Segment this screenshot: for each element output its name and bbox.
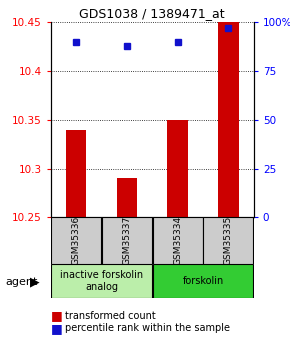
- FancyBboxPatch shape: [51, 217, 101, 264]
- Text: forskolin: forskolin: [182, 276, 224, 286]
- Text: agent: agent: [6, 277, 38, 287]
- FancyBboxPatch shape: [203, 217, 253, 264]
- Text: transformed count: transformed count: [65, 311, 156, 321]
- Bar: [218, 22, 238, 217]
- Text: GSM35336: GSM35336: [72, 216, 81, 265]
- Title: GDS1038 / 1389471_at: GDS1038 / 1389471_at: [79, 7, 225, 20]
- Text: GSM35334: GSM35334: [173, 216, 182, 265]
- Text: ▶: ▶: [30, 275, 40, 288]
- Text: percentile rank within the sample: percentile rank within the sample: [65, 324, 230, 333]
- FancyBboxPatch shape: [153, 217, 203, 264]
- FancyBboxPatch shape: [51, 264, 152, 298]
- Text: GSM35337: GSM35337: [122, 216, 131, 265]
- Text: inactive forskolin
analog: inactive forskolin analog: [60, 270, 143, 292]
- Text: ■: ■: [51, 322, 63, 335]
- Text: GSM35335: GSM35335: [224, 216, 233, 265]
- FancyBboxPatch shape: [102, 217, 152, 264]
- FancyBboxPatch shape: [153, 264, 253, 298]
- Bar: [117, 178, 137, 217]
- Bar: [66, 130, 86, 217]
- Bar: [168, 120, 188, 217]
- Text: ■: ■: [51, 309, 63, 322]
